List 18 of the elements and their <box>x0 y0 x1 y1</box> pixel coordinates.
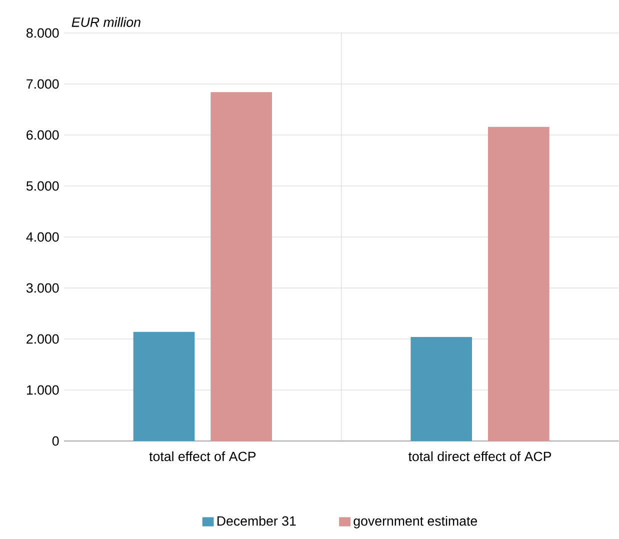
y-tick-label: 6.000 <box>26 130 59 140</box>
y-tick-label: 3.000 <box>26 283 59 293</box>
legend-label: December 31 <box>217 516 296 526</box>
y-tick-label: 5.000 <box>26 181 59 191</box>
y-tick-label: 0 <box>52 436 59 446</box>
legend-label: government estimate <box>354 516 478 528</box>
y-tick-label: 8.000 <box>26 28 59 38</box>
y-tick-label: 2.000 <box>26 334 59 344</box>
bar <box>410 336 472 441</box>
bar <box>488 126 550 441</box>
y-tick-label: 4.000 <box>26 232 59 242</box>
y-tick-label: 1.000 <box>26 385 59 395</box>
x-tick-label: total direct effect of ACP <box>408 451 552 462</box>
bar <box>210 92 272 441</box>
y-tick-label: 7.000 <box>26 79 59 89</box>
y-axis-title: EUR million <box>72 17 140 27</box>
x-tick-label: total effect of ACP <box>149 451 256 462</box>
bar <box>133 332 195 441</box>
